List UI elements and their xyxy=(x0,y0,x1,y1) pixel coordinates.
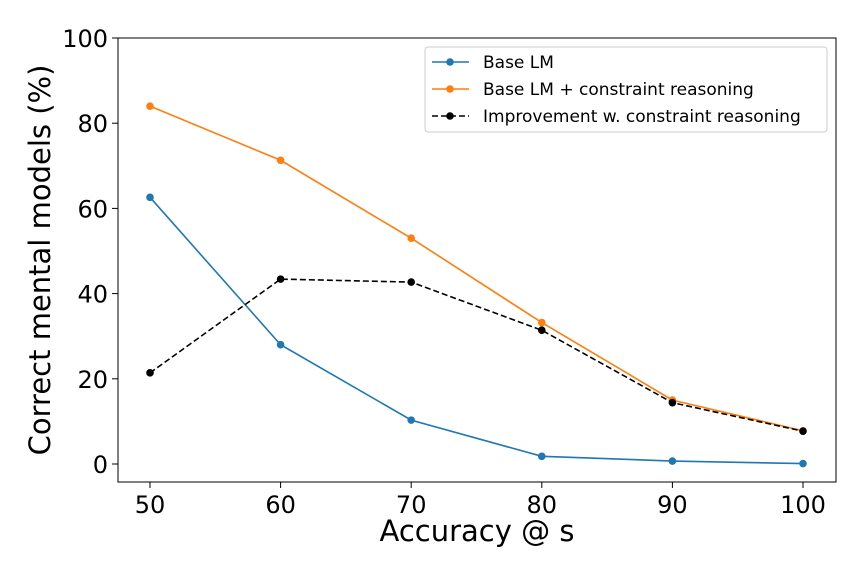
data-point xyxy=(146,369,154,377)
data-point xyxy=(407,234,416,243)
x-axis-ticks: 50 60 70 80 90 100 xyxy=(135,482,826,519)
data-point xyxy=(538,326,546,335)
y-tick-label: 20 xyxy=(77,366,108,394)
series-line xyxy=(149,105,804,432)
x-tick-label: 80 xyxy=(527,491,558,519)
y-axis-ticks: 0 20 40 60 80 100 xyxy=(62,25,118,479)
legend-label: Base LM + constraint reasoning xyxy=(483,80,754,100)
series-line xyxy=(149,278,804,432)
data-point xyxy=(146,193,154,202)
data-point xyxy=(538,318,546,327)
data-point xyxy=(407,278,416,286)
x-tick-label: 100 xyxy=(780,491,826,519)
y-tick-label: 100 xyxy=(62,25,108,53)
legend-label: Base LM xyxy=(483,53,554,73)
data-point xyxy=(668,457,677,465)
legend-marker xyxy=(446,85,454,93)
legend-marker xyxy=(446,58,454,66)
y-axis-title: Correct mental models (%) xyxy=(23,65,57,456)
plot-layer xyxy=(146,102,807,468)
x-tick-label: 60 xyxy=(265,491,296,519)
legend-label: Improvement w. constraint reasoning xyxy=(483,107,801,127)
data-point xyxy=(407,416,416,424)
series-1 xyxy=(146,193,807,468)
data-point xyxy=(538,452,546,461)
y-tick-label: 40 xyxy=(77,281,108,309)
legend-box xyxy=(424,46,828,133)
data-point xyxy=(276,275,285,283)
data-point xyxy=(276,156,285,165)
legend-marker xyxy=(446,112,454,120)
x-tick-label: 90 xyxy=(657,491,688,519)
y-tick-label: 0 xyxy=(93,451,108,479)
data-point xyxy=(668,398,677,407)
x-axis-title: Accuracy @ s xyxy=(380,514,575,548)
data-point xyxy=(146,102,154,110)
series-line xyxy=(149,196,804,465)
y-tick-label: 80 xyxy=(77,110,108,138)
plot-frame xyxy=(117,37,837,483)
x-tick-label: 70 xyxy=(396,491,427,519)
legend: Base LM Base LM + constraint reasoning Imp… xyxy=(424,46,828,133)
x-tick-label: 50 xyxy=(135,491,166,519)
data-point xyxy=(799,459,807,468)
y-tick-label: 60 xyxy=(77,195,108,223)
data-point xyxy=(276,340,285,349)
data-point xyxy=(799,427,807,435)
series-3 xyxy=(146,275,807,435)
